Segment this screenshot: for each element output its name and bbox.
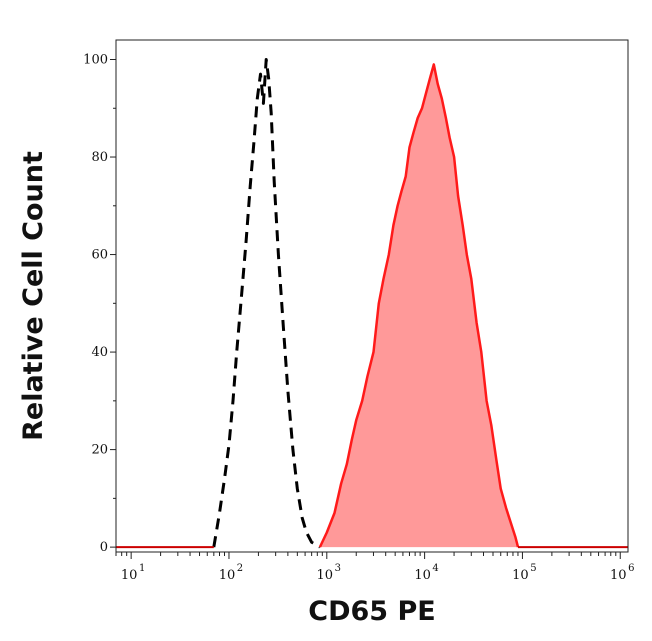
x-tick-exponent: 3 [335, 563, 341, 574]
y-tick-label: 40 [91, 345, 108, 360]
x-tick-label: 10 [610, 568, 627, 583]
control-series-line [212, 58, 321, 549]
y-axis-title: Relative Cell Count [18, 151, 49, 441]
stained-series-line [318, 63, 520, 548]
x-tick-label: 10 [414, 568, 431, 583]
x-tick-label: 10 [219, 568, 236, 583]
y-tick-label: 0 [100, 540, 108, 555]
y-tick-label: 60 [91, 248, 108, 263]
x-tick-label: 10 [512, 568, 529, 583]
x-tick-label: 10 [317, 568, 334, 583]
y-tick-label: 100 [83, 53, 108, 68]
x-tick-exponent: 6 [628, 563, 634, 574]
series-area-fill [319, 64, 518, 548]
x-tick-exponent: 2 [237, 563, 243, 574]
plot-frame [115, 39, 629, 553]
y-axis: 0 20 40 60 80 100 [83, 53, 116, 555]
x-tick-exponent: 4 [432, 563, 438, 574]
x-axis-title: CD65 PE [308, 596, 435, 627]
y-tick-label: 20 [91, 443, 108, 458]
x-tick-label: 10 [121, 568, 138, 583]
y-tick-label: 80 [91, 150, 108, 165]
x-axis: 10 1 10 2 10 3 10 4 10 5 10 6 [115, 552, 634, 583]
x-tick-exponent: 1 [139, 563, 145, 574]
series-line-layer [116, 58, 628, 549]
series-fill-layer [319, 64, 518, 548]
x-tick-exponent: 5 [530, 563, 536, 574]
